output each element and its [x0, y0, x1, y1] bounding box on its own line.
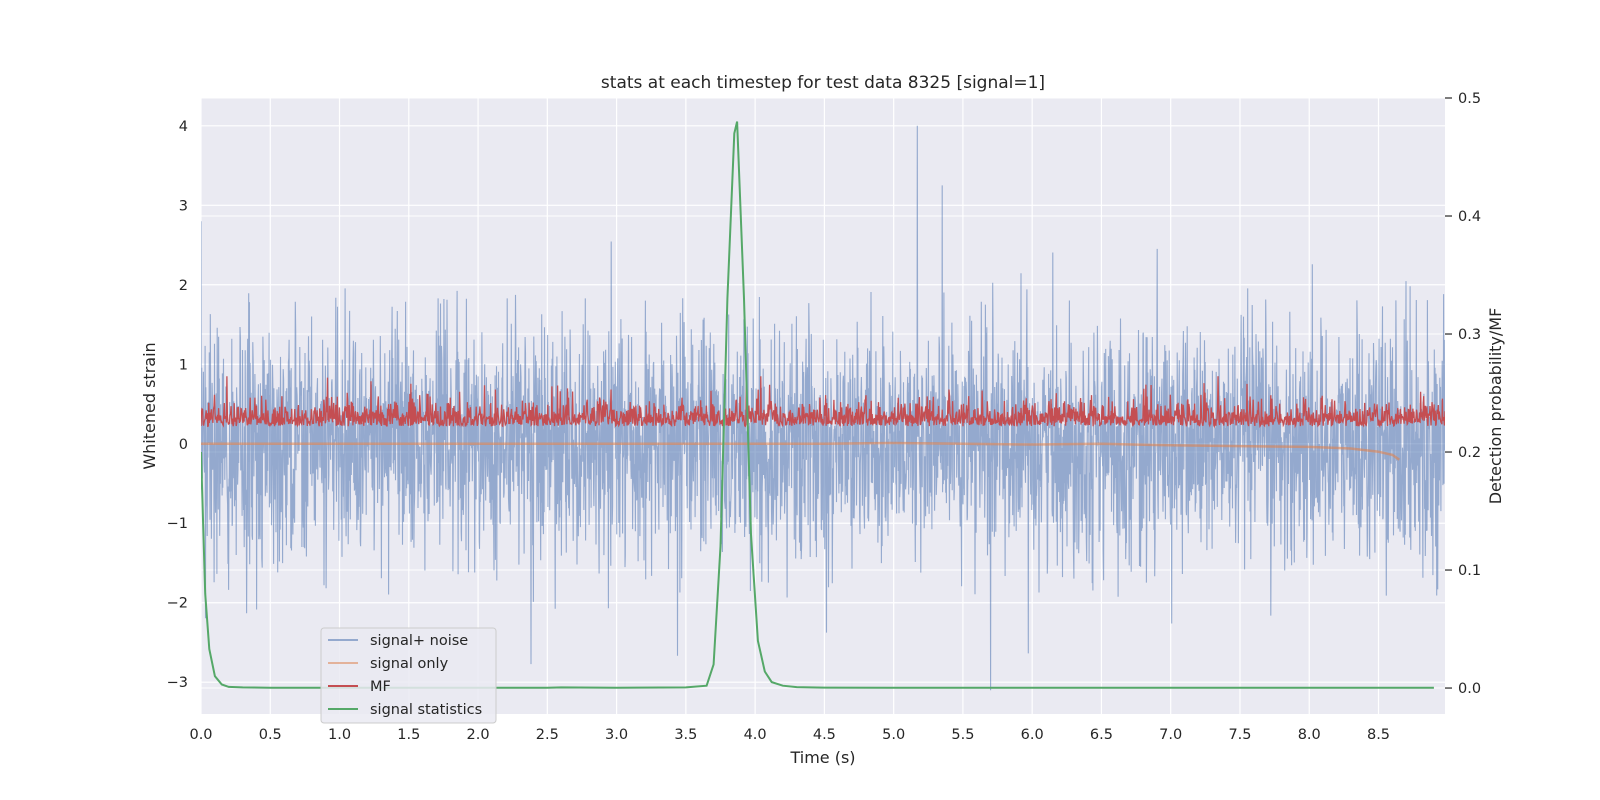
y-right-tick-label: 0.3	[1458, 327, 1481, 343]
y-right-tick-label: 0.5	[1458, 91, 1481, 107]
y-left-tick-label: 4	[179, 119, 188, 135]
legend: signal+ noise signal only MF signal stat…	[320, 627, 497, 724]
y-left-tick-label: −3	[167, 675, 188, 691]
y-right-tick-label: 0.0	[1458, 681, 1481, 697]
y-left-tick-label: 2	[179, 278, 188, 294]
x-tick-label: 4.5	[813, 727, 836, 743]
ticks: 0.0 0.5 1.0 1.5 2.0 2.5 3.0 3.5 4.0 4.5 5.0 5.5 6.0 6…	[167, 91, 1481, 743]
y-right-tick-label: 0.1	[1458, 563, 1481, 579]
x-axis-label: Time (s)	[789, 748, 855, 767]
x-tick-label: 7.5	[1228, 727, 1251, 743]
y-axis-right-label: Detection probability/MF	[1486, 308, 1505, 505]
legend-label-signal-noise: signal+ noise	[370, 633, 468, 649]
x-tick-label: 6.5	[1090, 727, 1113, 743]
x-tick-label: 3.5	[674, 727, 697, 743]
series-signal-only-line	[201, 441, 1401, 461]
x-tick-label: 0.0	[189, 727, 212, 743]
y-left-tick-label: 0	[179, 437, 188, 453]
y-left-tick-label: 3	[179, 198, 188, 214]
x-tick-label: 8.0	[1298, 727, 1321, 743]
x-tick-label: 7.0	[1159, 727, 1182, 743]
x-tick-label: 1.0	[328, 727, 351, 743]
legend-frame	[320, 627, 497, 724]
series-signal-noise-line	[201, 125, 1445, 691]
y-left-tick-label: −1	[167, 516, 188, 532]
x-tick-label: 3.0	[605, 727, 628, 743]
chart-title: stats at each timestep for test data 832…	[601, 73, 1045, 93]
y-right-tick-label: 0.4	[1458, 209, 1481, 225]
series-signal-statistics-line	[201, 121, 1434, 689]
legend-label-mf: MF	[370, 679, 391, 695]
legend-label-signal-statistics: signal statistics	[370, 702, 482, 718]
y-axis-left-label: Whitened strain	[140, 342, 159, 469]
x-tick-label: 8.5	[1367, 727, 1390, 743]
x-tick-label: 2.0	[467, 727, 490, 743]
y-left-tick-label: −2	[167, 596, 188, 612]
x-tick-label: 4.0	[744, 727, 767, 743]
x-tick-label: 6.0	[1021, 727, 1044, 743]
y-right-tick-label: 0.2	[1458, 445, 1481, 461]
y-left-tick-label: 1	[179, 357, 188, 373]
series-mf-line	[201, 376, 1445, 429]
data-layer	[201, 121, 1445, 691]
x-tick-label: 5.0	[882, 727, 905, 743]
x-tick-label: 2.5	[536, 727, 559, 743]
x-tick-label: 5.5	[951, 727, 974, 743]
x-tick-label: 0.5	[259, 727, 282, 743]
legend-label-signal-only: signal only	[370, 656, 449, 672]
x-tick-label: 1.5	[397, 727, 420, 743]
